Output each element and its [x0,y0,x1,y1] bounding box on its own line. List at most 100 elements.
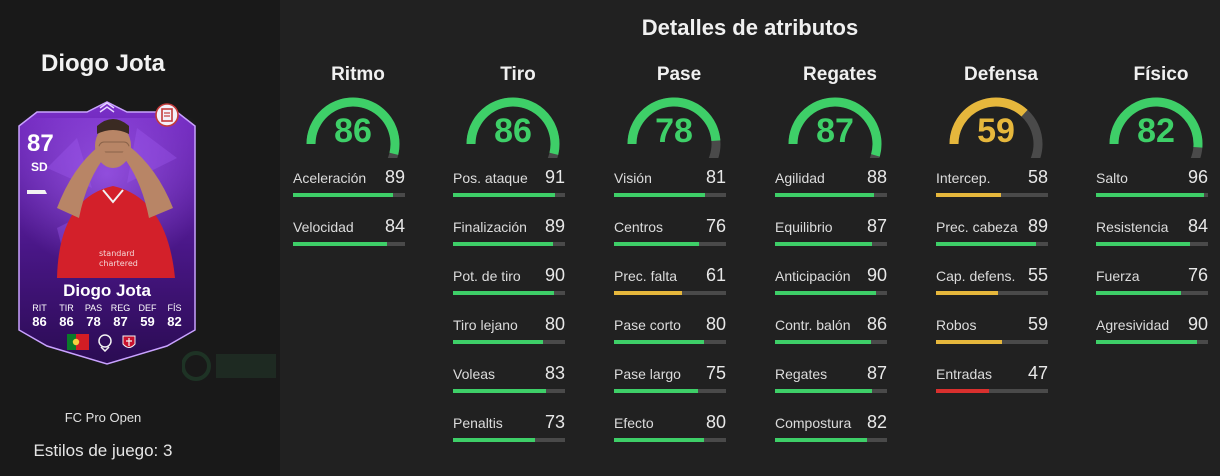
stats-list: Aceleración 89 Velocidad 84 [293,162,423,260]
stat-value: 76 [705,216,726,236]
stat-bar-fill [936,340,1003,344]
stat-row[interactable]: Resistencia 84 [1096,211,1220,260]
stat-label: Finalización [453,219,527,235]
category-pase[interactable]: Pase 78 Visión 81 Centros 76 Prec. falta 61 Pa… [614,64,744,456]
stat-bar-fill [614,438,704,442]
promo-label: FC Pro Open [64,410,142,425]
stat-row[interactable]: Agilidad 88 [775,162,905,211]
stat-row[interactable]: Salto 96 [1096,162,1220,211]
stat-row[interactable]: Tiro lejano 80 [453,309,583,358]
stat-bar-fill [1096,193,1204,197]
gauge-arc [466,97,560,158]
category-fisico[interactable]: Físico 82 Salto 96 Resistencia 84 Fuerza 76 Ag… [1096,64,1220,358]
stat-value: 73 [544,412,565,432]
stat-bar [453,389,565,393]
stat-row[interactable]: Prec. cabeza 89 [936,211,1066,260]
stat-row[interactable]: Robos 59 [936,309,1066,358]
category-value: 82 [1137,112,1175,150]
stat-bar [1096,242,1208,246]
card-player-name: Diogo Jota [63,281,151,300]
stat-bar [614,291,726,295]
stat-value: 86 [866,314,887,334]
category-value: 59 [977,112,1015,150]
card-flags [67,334,137,352]
stat-bar [453,438,565,442]
stat-value: 76 [1187,265,1208,285]
stat-value: 87 [866,216,887,236]
stat-bar-fill [453,291,554,295]
category-title: Pase [656,64,702,85]
category-tiro[interactable]: Tiro 86 Pos. ataque 91 Finalización 89 Pot. … [453,64,583,456]
card-stat-label: FÍS [167,303,182,313]
stat-row[interactable]: Voleas 83 [453,358,583,407]
stat-value: 80 [705,314,726,334]
card-stat-value: 86 [59,314,74,329]
stat-bar-fill [614,389,698,393]
playstyles-count[interactable]: Estilos de juego: 3 [33,441,173,460]
stat-value: 90 [544,265,565,285]
section-title: Detalles de atributos [641,15,859,40]
stat-label: Velocidad [293,219,354,235]
stat-bar [775,242,887,246]
stat-row[interactable]: Pase largo 75 [614,358,744,407]
stat-label: Contr. balón [775,317,851,333]
stat-label: Prec. falta [614,268,678,284]
stat-row[interactable]: Centros 76 [614,211,744,260]
stat-bar [936,389,1048,393]
category-regates[interactable]: Regates 87 Agilidad 88 Equilibrio 87 Anticip… [775,64,905,456]
category-gauge: 87 [780,92,890,158]
stat-bar [1096,291,1208,295]
stat-row[interactable]: Cap. defens. 55 [936,260,1066,309]
stat-row[interactable]: Pase corto 80 [614,309,744,358]
category-ritmo[interactable]: Ritmo 86 Aceleración 89 Velocidad 84 [293,64,423,260]
stat-row[interactable]: Finalización 89 [453,211,583,260]
stat-bar [614,242,726,246]
stat-row[interactable]: Contr. balón 86 [775,309,905,358]
stat-row[interactable]: Pos. ataque 91 [453,162,583,211]
stat-bar-fill [775,193,874,197]
stat-row[interactable]: Pot. de tiro 90 [453,260,583,309]
stat-label: Tiro lejano [453,317,518,333]
gauge-arc [1109,97,1203,158]
stat-row[interactable]: Velocidad 84 [293,211,423,260]
svg-text:standard: standard [99,249,134,258]
stat-bar-fill [453,438,535,442]
stats-list: Agilidad 88 Equilibrio 87 Anticipación 90 Cont… [775,162,905,456]
stat-row[interactable]: Aceleración 89 [293,162,423,211]
stat-bar-fill [614,291,683,295]
stat-bar-fill [1096,291,1182,295]
stat-label: Regates [775,366,828,382]
stat-row[interactable]: Compostura 82 [775,407,905,456]
player-card[interactable]: standard chartered 87 SD Diogo Jota RIT … [17,98,197,366]
stats-list: Pos. ataque 91 Finalización 89 Pot. de tiro 9… [453,162,583,456]
stat-row[interactable]: Intercep. 58 [936,162,1066,211]
stat-bar-fill [775,389,873,393]
stat-label: Pase corto [614,317,681,333]
card-stat-label: PAS [84,303,103,313]
stat-row[interactable]: Entradas 47 [936,358,1066,407]
card-stat-value: 82 [167,314,182,329]
stat-row[interactable]: Regates 87 [775,358,905,407]
stat-bar-fill [775,291,876,295]
stat-bar [614,389,726,393]
stat-bar [775,438,887,442]
stat-label: Prec. cabeza [936,219,1018,235]
stat-value: 91 [544,167,565,187]
stat-bar [1096,193,1208,197]
category-title: Regates [803,64,877,85]
stat-row[interactable]: Anticipación 90 [775,260,905,309]
category-defensa[interactable]: Defensa 59 Intercep. 58 Prec. cabeza 89 Cap.… [936,64,1066,407]
category-value: 86 [494,112,532,150]
stat-bar [936,291,1048,295]
stat-row[interactable]: Equilibrio 87 [775,211,905,260]
stat-row[interactable]: Efecto 80 [614,407,744,456]
stat-row[interactable]: Fuerza 76 [1096,260,1220,309]
stat-row[interactable]: Penaltis 73 [453,407,583,456]
stat-row[interactable]: Prec. falta 61 [614,260,744,309]
card-stats: RIT 86 TIR 86 PAS 78 REG 87 DEF 59 FÍS 8… [26,303,188,329]
stat-value: 82 [866,412,887,432]
category-gauge: 59 [941,92,1051,158]
stat-row[interactable]: Agresividad 90 [1096,309,1220,358]
stat-row[interactable]: Visión 81 [614,162,744,211]
stat-bar-fill [775,438,867,442]
